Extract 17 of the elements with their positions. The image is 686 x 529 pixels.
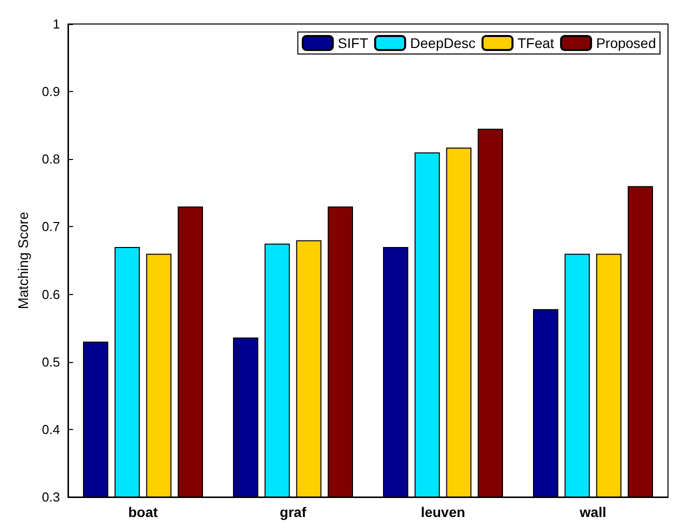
y-tick-label: 1 <box>52 16 60 32</box>
legend-label: SIFT <box>338 35 369 51</box>
y-tick-label: 0.8 <box>42 152 60 167</box>
x-tick-label: leuven <box>420 504 466 520</box>
y-tick-label: 0.9 <box>42 84 60 100</box>
legend-label: DeepDesc <box>410 35 476 51</box>
x-tick-label: boat <box>128 504 158 520</box>
x-tick-label: wall <box>578 504 606 520</box>
y-tick-label: 0.6 <box>42 286 60 302</box>
y-axis-title: Matching Score <box>15 212 31 310</box>
y-tick-label: 0.3 <box>42 490 60 504</box>
y-tick-label: 0.4 <box>42 422 60 437</box>
legend-label: TFeat <box>518 35 554 51</box>
legend-label: Proposed <box>596 35 656 51</box>
y-tick-label: 0.7 <box>42 219 60 234</box>
y-tick-label: 0.5 <box>42 354 60 370</box>
x-tick-label: graf <box>280 504 307 520</box>
